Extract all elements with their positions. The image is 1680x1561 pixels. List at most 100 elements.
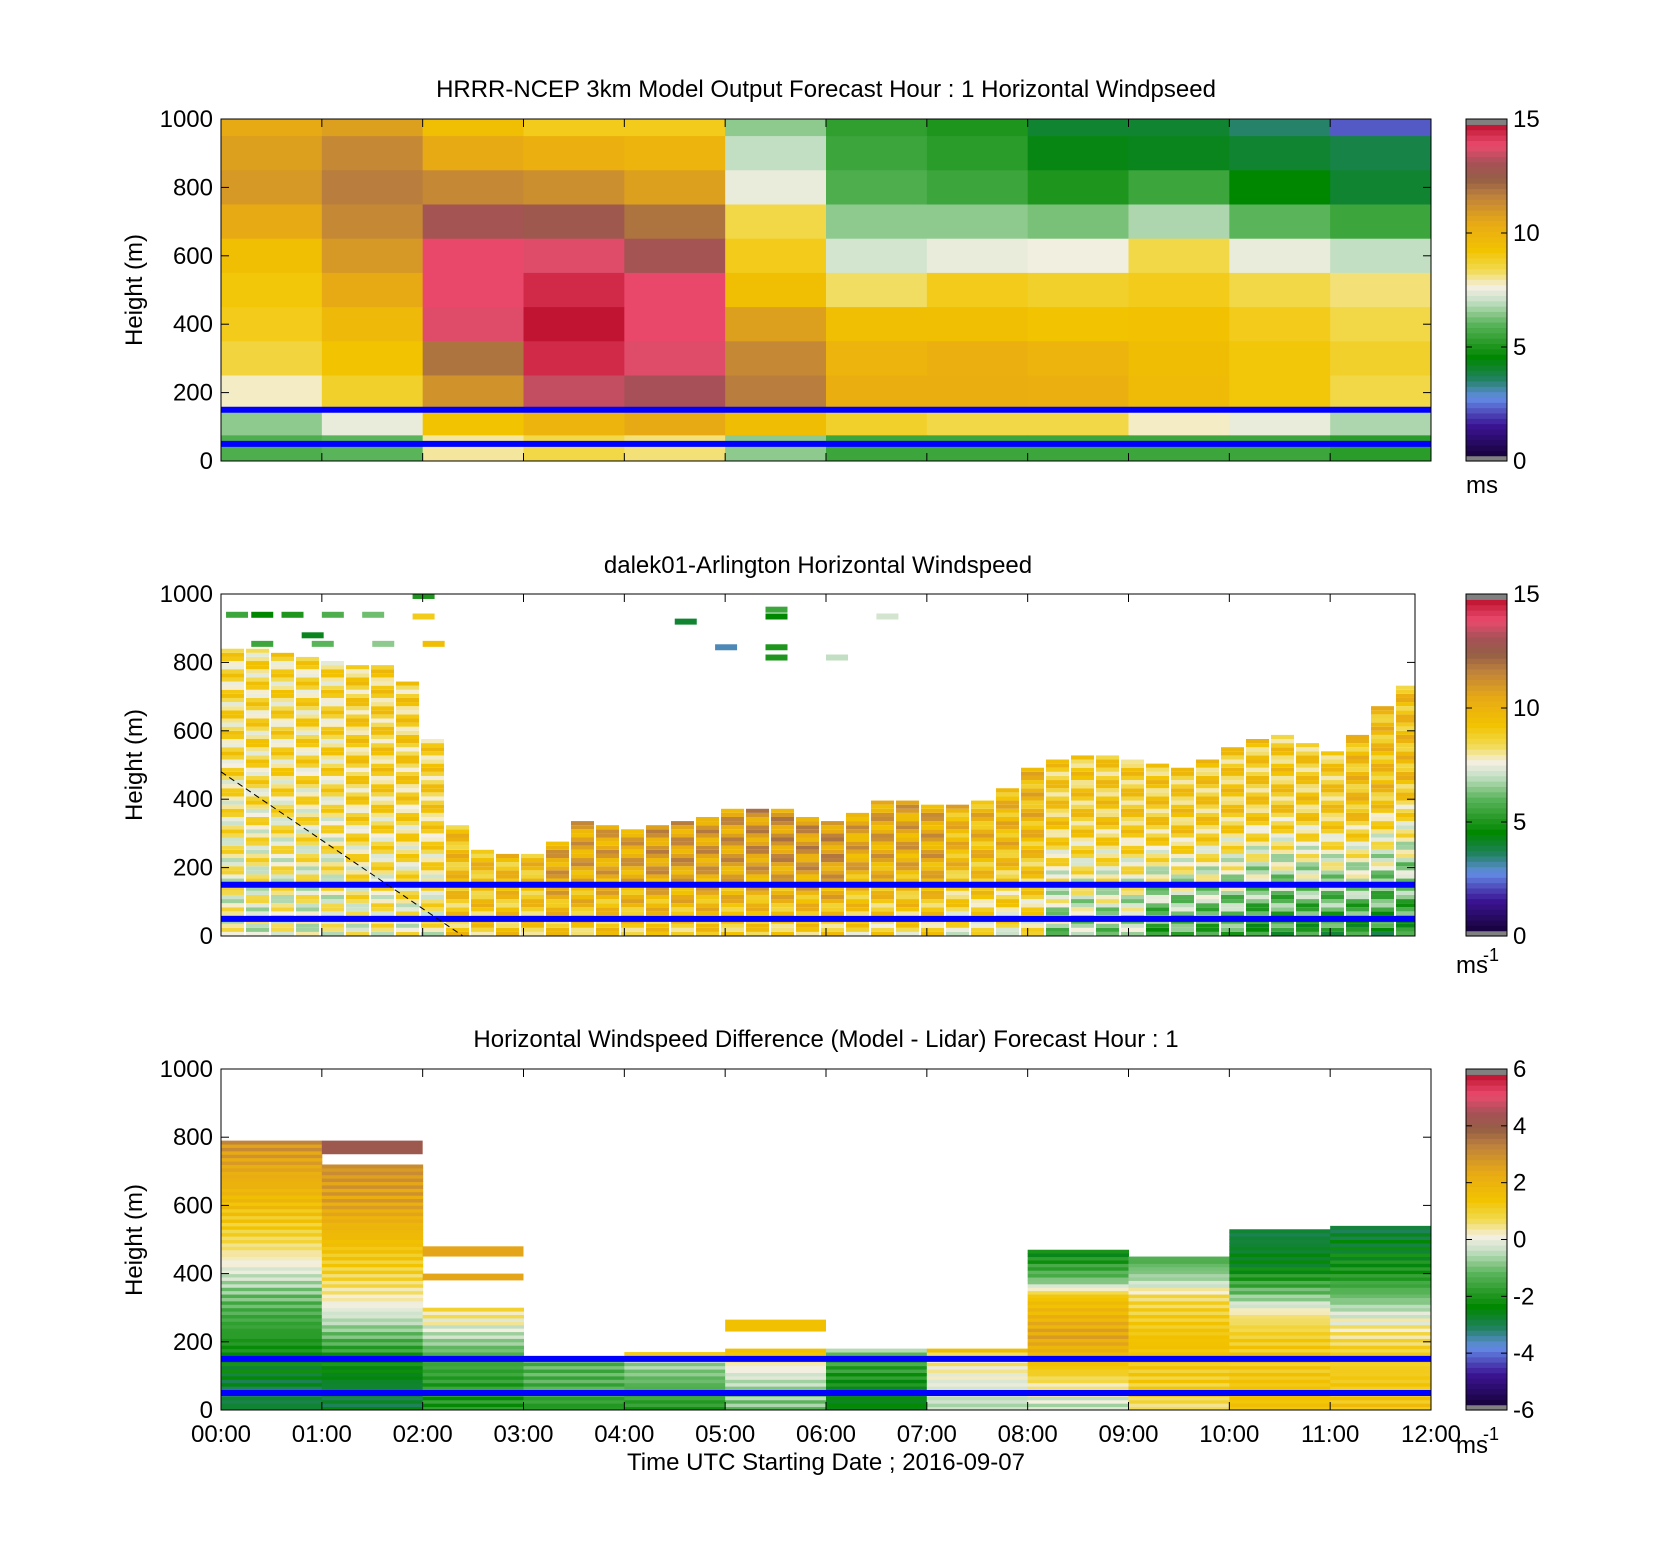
lidar-cell <box>1321 780 1344 785</box>
lidar-cell <box>1346 845 1369 850</box>
lidar-cell <box>446 858 469 863</box>
lidar-cell <box>771 833 794 838</box>
lidar-cell <box>1096 903 1119 908</box>
difference-cell <box>321 1341 424 1346</box>
difference-cell <box>1229 1294 1331 1298</box>
y-tick-label: 400 <box>173 311 213 338</box>
lidar-cell <box>1271 927 1294 932</box>
lidar-cell <box>1121 886 1144 891</box>
lidar-cell <box>1321 775 1344 781</box>
lidar-cell <box>571 833 594 838</box>
lidar-cell <box>271 841 294 846</box>
lidar-cell <box>396 923 419 928</box>
lidar-cell <box>971 907 994 912</box>
lidar-cell <box>421 853 444 859</box>
lidar-cell <box>1321 825 1344 830</box>
lidar-cell <box>1021 829 1044 834</box>
lidar-cell <box>721 849 744 854</box>
panel-difference-x-ticks: 00:00 01:00 02:00 03:00 04:00 05:00 06:00 07:00… <box>191 1069 1461 1448</box>
lidar-cell <box>1271 788 1294 793</box>
difference-cell <box>523 1399 625 1404</box>
lidar-cell <box>796 931 819 936</box>
model-cell <box>321 409 424 436</box>
lidar-cell <box>246 673 269 678</box>
lidar-cell <box>1146 870 1169 875</box>
model-cell <box>1330 341 1431 376</box>
lidar-cell <box>271 862 294 867</box>
difference-cell <box>1027 1283 1129 1288</box>
lidar-cell <box>396 722 419 727</box>
difference-cell <box>221 1277 323 1281</box>
lidar-cell <box>1371 730 1394 735</box>
lidar-cell <box>296 874 319 879</box>
lidar-cell <box>246 693 269 698</box>
lidar-cell <box>646 890 669 895</box>
lidar-cell <box>1071 903 1094 908</box>
lidar-cell <box>771 899 794 904</box>
lidar-cell <box>1221 849 1244 854</box>
lidar-cell <box>396 804 419 809</box>
lidar-cell <box>946 923 969 928</box>
lidar-cell <box>296 907 319 912</box>
lidar-cell <box>471 870 494 875</box>
lidar-cell <box>821 862 844 867</box>
difference-cell <box>221 1348 323 1353</box>
lidar-cell <box>1346 886 1369 891</box>
lidar-cell <box>971 903 994 908</box>
lidar-cell <box>221 784 244 789</box>
lidar-cell <box>796 907 819 912</box>
lidar-cell <box>221 911 244 916</box>
lidar-cell <box>1021 894 1044 900</box>
lidar-cell <box>246 907 269 912</box>
difference-cell <box>1027 1256 1129 1261</box>
lidar-cell <box>846 845 869 850</box>
model-cell <box>1128 272 1230 308</box>
lidar-cell <box>1346 759 1369 764</box>
lidar-cell <box>1121 841 1144 846</box>
lidar-cell <box>496 894 519 900</box>
lidar-cell <box>1371 796 1394 801</box>
lidar-cell <box>321 837 344 842</box>
lidar-cell <box>1046 845 1069 850</box>
lidar-cell <box>1021 816 1044 822</box>
lidar-cell <box>1271 747 1294 752</box>
difference-cell <box>221 1236 323 1240</box>
lidar-cell <box>1321 821 1344 826</box>
difference-cell <box>422 1396 524 1401</box>
lidar-cell <box>896 894 919 900</box>
lidar-cell <box>646 825 669 830</box>
colorbar-swatch <box>1466 396 1507 403</box>
model-cell <box>1330 375 1431 411</box>
lidar-cell <box>896 845 919 850</box>
lidar-cell <box>1396 845 1415 850</box>
lidar-cell <box>346 669 369 674</box>
difference-cell <box>1128 1297 1230 1302</box>
lidar-cell <box>646 907 669 912</box>
lidar-cell <box>1371 927 1394 932</box>
lidar-cell <box>1146 927 1169 932</box>
colorbar-swatch <box>1466 370 1507 377</box>
lidar-cell <box>1096 923 1119 928</box>
lidar-cell <box>1171 812 1194 817</box>
lidar-cell <box>1121 796 1144 801</box>
lidar-cell <box>571 825 594 830</box>
lidar-cell <box>1296 808 1319 813</box>
difference-cell <box>523 1403 625 1408</box>
lidar-cell <box>1371 767 1394 772</box>
difference-cell <box>1330 1270 1431 1275</box>
lidar-cell <box>571 931 594 936</box>
lidar-cell <box>321 808 344 813</box>
lidar-cell <box>1346 767 1369 772</box>
difference-cell <box>221 1321 323 1326</box>
difference-cell <box>321 1352 424 1356</box>
lidar-cell <box>946 837 969 842</box>
lidar-cell <box>1396 923 1415 928</box>
lidar-cell <box>1246 886 1269 891</box>
difference-cell <box>221 1345 323 1350</box>
lidar-cell <box>646 845 669 850</box>
lidar-cell <box>1221 886 1244 891</box>
lidar-sparse-cell <box>251 640 274 647</box>
lidar-cell <box>871 894 894 900</box>
difference-cell <box>422 1365 524 1370</box>
lidar-cell <box>646 866 669 871</box>
